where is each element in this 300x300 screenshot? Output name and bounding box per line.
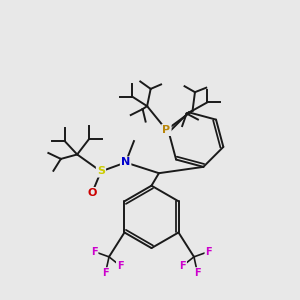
Text: F: F bbox=[91, 247, 98, 256]
Text: N: N bbox=[121, 158, 130, 167]
Text: F: F bbox=[117, 261, 124, 271]
Text: F: F bbox=[194, 268, 201, 278]
Text: P: P bbox=[162, 125, 170, 135]
Text: F: F bbox=[102, 268, 109, 278]
Text: O: O bbox=[87, 188, 97, 198]
Text: F: F bbox=[206, 247, 212, 256]
Text: F: F bbox=[179, 261, 186, 271]
Text: S: S bbox=[97, 167, 105, 176]
